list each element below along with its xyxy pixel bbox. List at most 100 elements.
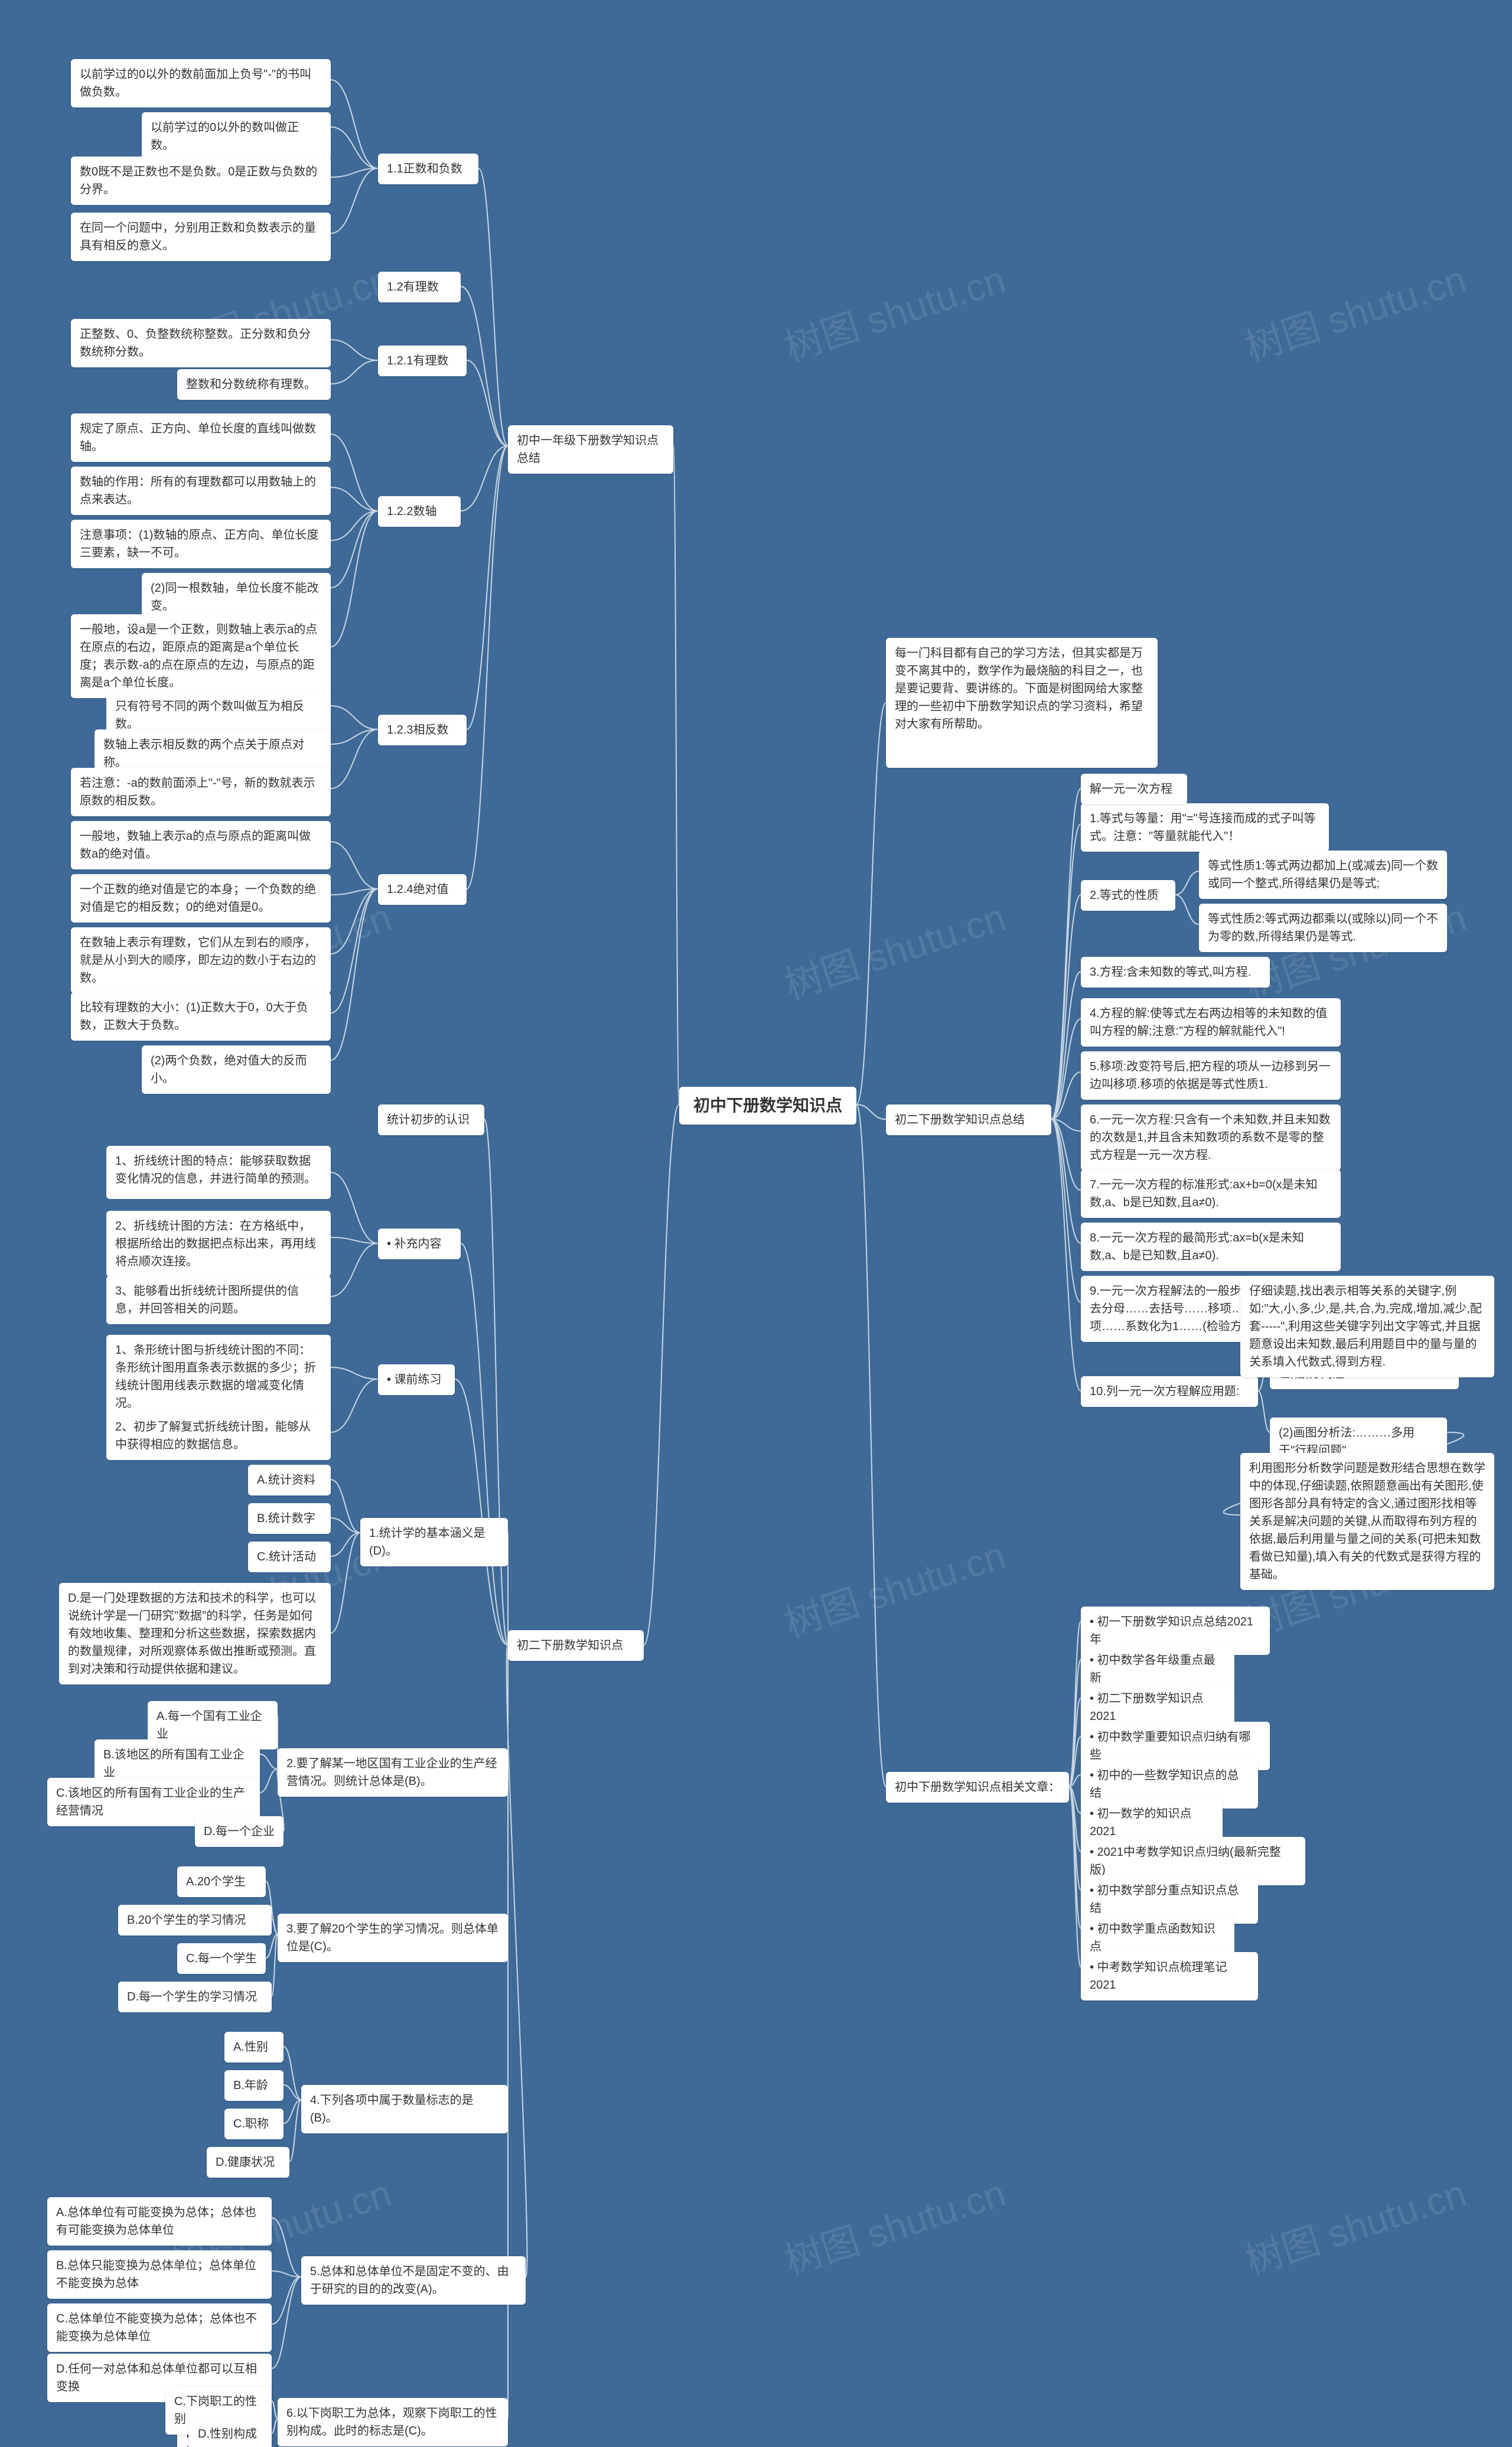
- edge: [331, 889, 378, 1060]
- mindmap-node: C.职称: [224, 2109, 284, 2139]
- mindmap-node: • 课前练习: [378, 1364, 455, 1395]
- edge: [1051, 972, 1081, 1119]
- mindmap-node: A.20个学生: [177, 1866, 266, 1897]
- mindmap-node: 利用图形分析数学问题是数形结合思想在数学中的体现,仔细读题,依照题意画出有关图形…: [1240, 1453, 1494, 1590]
- mindmap-node: 在数轴上表示有理数，它们从左到右的顺序，就是从小到大的顺序，即左边的数小于右边的…: [71, 927, 331, 993]
- mindmap-node: 正整数、0、负整数统称整数。正分数和负分数统称分数。: [71, 319, 331, 367]
- mindmap-node: 初二下册数学知识点总结: [886, 1104, 1051, 1135]
- mindmap-node: D.每一个学生的学习情况: [118, 1982, 272, 2012]
- edge: [284, 2085, 301, 2100]
- edge: [272, 2277, 301, 2368]
- edge: [455, 1379, 508, 1645]
- mindmap-node: 2、初步了解复式折线统计图，能够从中获得相应的数据信息。: [106, 1412, 331, 1460]
- edge: [272, 2218, 301, 2277]
- edge: [331, 729, 378, 744]
- mindmap-node: D.是一门处理数据的方法和技术的科学，也可以说统计学是一门研究"数据"的科学，任…: [59, 1583, 331, 1684]
- mindmap-node: B.总体只能变换为总体单位；总体单位不能变换为总体: [47, 2250, 272, 2299]
- edge: [1051, 1119, 1081, 1302]
- edge: [331, 80, 378, 168]
- mindmap-node: 4.方程的解:使等式左右两边相等的未知数的值叫方程的解;注意:"方程的解就能代入…: [1081, 998, 1341, 1047]
- mindmap-node: 6.以下岗职工为总体，观察下岗职工的性别构成。此时的标志是(C)。: [278, 2398, 508, 2446]
- mindmap-node: 一般地，数轴上表示a的点与原点的距离叫做数a的绝对值。: [71, 821, 331, 869]
- mindmap-node: 初中一年级下册数学知识点总结: [508, 425, 673, 474]
- edge: [673, 446, 679, 1104]
- mindmap-node: C.统计活动: [248, 1542, 331, 1572]
- edge: [331, 1533, 360, 1633]
- mindmap-node: 1.2.1有理数: [378, 346, 467, 376]
- mindmap-node: 4.下列各项中属于数量标志的是(B)。: [301, 2085, 508, 2133]
- mindmap-node: D.健康状况: [207, 2147, 289, 2178]
- edge: [1051, 1119, 1081, 1131]
- edge: [461, 446, 508, 511]
- edge: [461, 1243, 508, 1645]
- mindmap-node: (2)两个负数，绝对值大的反而小。: [142, 1045, 331, 1094]
- watermark: 树图 shutu.cn: [777, 1525, 1011, 1647]
- edge: [1069, 1787, 1081, 1890]
- mindmap-node: 统计初步的认识: [378, 1104, 484, 1135]
- edge: [272, 2271, 301, 2277]
- mindmap-node: 3、能够看出折线统计图所提供的信息，并回答相关的问题。: [106, 1276, 331, 1324]
- mindmap-node: 1.2.2数轴: [378, 496, 461, 527]
- mindmap-node: 初中下册数学知识点相关文章：: [886, 1772, 1069, 1803]
- mindmap-node: B.年龄: [224, 2070, 284, 2101]
- mindmap-node: A.统计资料: [248, 1465, 331, 1495]
- mindmap-node: 3.要了解20个学生的学习情况。则总体单位是(C)。: [278, 1914, 508, 1962]
- mindmap-node: 数轴的作用：所有的有理数都可以用数轴上的点来表达。: [71, 467, 331, 515]
- edge: [1051, 895, 1081, 1119]
- edge: [856, 1104, 886, 1787]
- mindmap-node: 若注意：-a的数前面添上"-"号，新的数就表示原数的相反数。: [71, 768, 331, 816]
- mindmap-node: D.性别构成: [189, 2419, 272, 2447]
- edge: [331, 1518, 360, 1533]
- mindmap-node: 1、条形统计图与折线统计图的不同：条形统计图用直条表示数据的多少；折线统计图用线…: [106, 1335, 331, 1419]
- edge: [467, 360, 508, 446]
- mindmap-node: 数0既不是正数也不是负数。0是正数与负数的分界。: [71, 157, 331, 205]
- edge: [467, 446, 508, 889]
- edge: [1069, 1787, 1081, 1967]
- mindmap-node: 等式性质1:等式两边都加上(或减去)同一个数或同一个整式,所得结果仍是等式;: [1199, 851, 1447, 899]
- edge: [507, 1645, 527, 2277]
- edge: [289, 2100, 301, 2162]
- mindmap-node: 比较有理数的大小：(1)正数大于0，0大于负数，正数大于负数。: [71, 992, 331, 1041]
- edge: [1069, 1787, 1081, 1813]
- edge: [856, 703, 886, 1104]
- mindmap-node: 一个正数的绝对值是它的本身；一个负数的绝对值是它的相反数；0的绝对值是0。: [71, 874, 331, 923]
- edge: [331, 706, 378, 729]
- edge: [1069, 1736, 1081, 1787]
- mindmap-node: 6.一元一次方程:只含有一个未知数,并且未知数的次数是1,并且含未知数项的系数不…: [1081, 1104, 1341, 1171]
- edge: [1069, 1621, 1081, 1787]
- mindmap-node: 8.一元一次方程的最简形式:ax=b(x是未知数,a、b是已知数,且a≠0).: [1081, 1223, 1341, 1271]
- mindmap-node: 3.方程:含未知数的等式,叫方程.: [1081, 957, 1270, 988]
- mindmap-node: C.总体单位不能变换为总体；总体也不能变换为总体单位: [47, 2303, 272, 2352]
- edge: [272, 2401, 278, 2419]
- edge: [266, 1934, 278, 1958]
- mindmap-node: 1.等式与等量：用"="号连接而成的式子叫等式。注意："等量就能代入"！: [1081, 803, 1329, 852]
- edge: [272, 2277, 301, 2324]
- mindmap-node: • 补充内容: [378, 1229, 461, 1259]
- mindmap-node: 2、折线统计图的方法：在方格纸中，根据所给出的数据把点标出来，再用线将点顺次连接…: [106, 1211, 331, 1277]
- edge: [331, 487, 378, 511]
- edge: [1175, 895, 1199, 924]
- edge: [1051, 1119, 1081, 1190]
- edge: [272, 2419, 278, 2433]
- mindmap-node: 等式性质2:等式两边都乘以(或除以)同一个不为零的数,所得结果仍是等式.: [1199, 904, 1447, 952]
- edge: [1069, 1787, 1081, 1928]
- edge: [1175, 871, 1199, 895]
- mindmap-node: C.每一个学生: [177, 1943, 266, 1974]
- edge: [461, 286, 508, 446]
- mindmap-node: 1.统计学的基本涵义是(D)。: [360, 1518, 508, 1566]
- mindmap-node: 以前学过的0以外的数前面加上负号"-"的书叫做负数。: [71, 59, 331, 107]
- mindmap-node: 初二下册数学知识点: [508, 1630, 644, 1661]
- mindmap-node: 在同一个问题中，分别用正数和负数表示的量具有相反的意义。: [71, 213, 331, 261]
- mindmap-node: 5.总体和总体单位不是固定不变的、由于研究的目的的改变(A)。: [301, 2256, 526, 2305]
- mindmap-node: 1.2.4绝对值: [378, 874, 467, 905]
- edge: [331, 511, 378, 540]
- edge: [331, 1237, 378, 1243]
- edge: [1069, 1698, 1081, 1787]
- mindmap-node: 2.等式的性质: [1081, 880, 1175, 911]
- mindmap-node: 一般地，设a是一个正数，则数轴上表示a的点在原点的右边，距原点的距离是a个单位长…: [71, 614, 331, 698]
- mindmap-node: B.20个学生的学习情况: [118, 1905, 272, 1936]
- mindmap-node: 10.列一元一次方程解应用题:: [1081, 1376, 1258, 1407]
- edge: [1051, 1019, 1081, 1119]
- mindmap-node: B.统计数字: [248, 1503, 331, 1534]
- edge: [478, 168, 508, 446]
